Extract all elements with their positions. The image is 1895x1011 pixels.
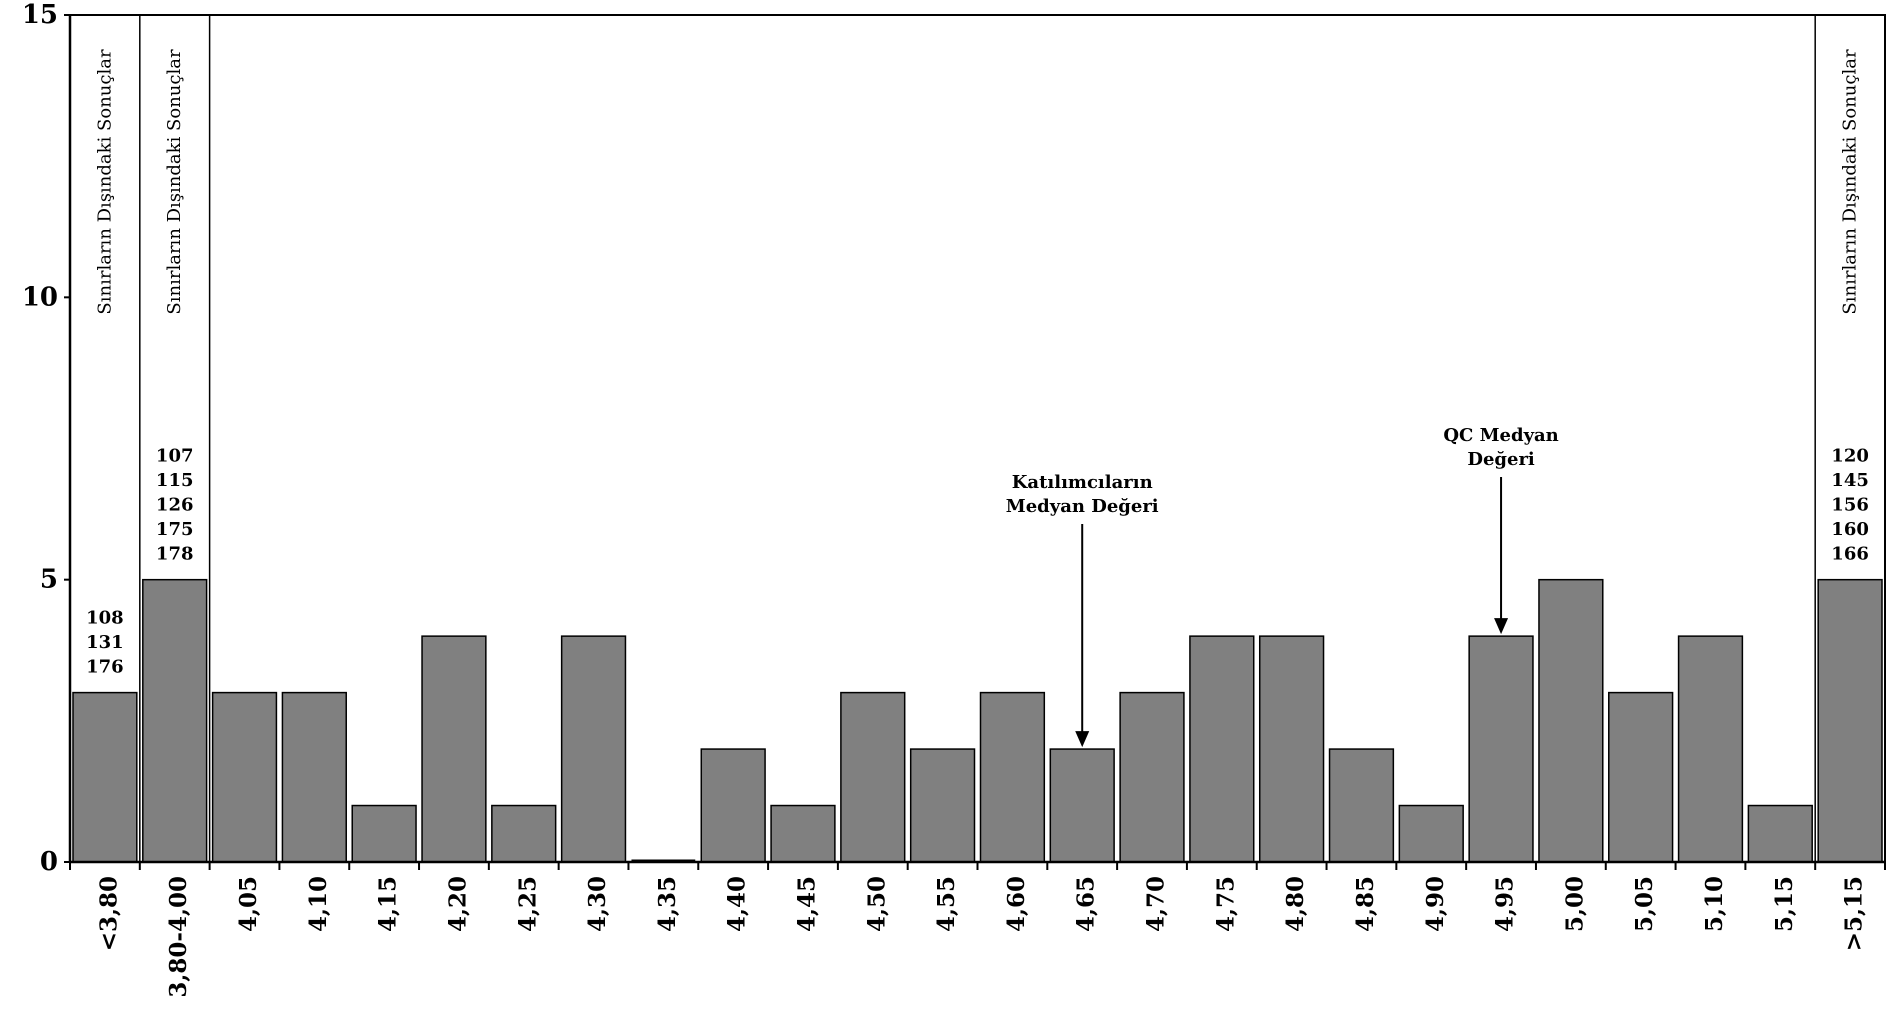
bar: [421, 635, 487, 863]
bar: [1328, 748, 1395, 863]
x-tick-label: 4,80: [1282, 876, 1309, 932]
annotation-text: Medyan Değeri: [1006, 496, 1159, 517]
x-tick-label: <3,80: [95, 876, 122, 951]
outlier-id: 175: [156, 519, 194, 540]
outlier-id: 156: [1831, 495, 1869, 516]
x-tick-label: 4,45: [793, 876, 820, 932]
x-tick-label: 5,10: [1701, 876, 1728, 932]
bar: [840, 691, 906, 863]
outlier-id: 120: [1831, 446, 1869, 467]
x-tick-label: 5,05: [1631, 876, 1658, 932]
x-tick-label: 4,65: [1073, 876, 1100, 932]
outlier-id: 176: [86, 657, 124, 678]
x-tick-label: >5,15: [1841, 876, 1868, 951]
out-of-range-label: Sınırların Dışındaki Sonuçlar: [1840, 49, 1861, 315]
x-tick-label: 4,70: [1143, 876, 1170, 932]
annotation-text: Değeri: [1467, 449, 1535, 470]
x-tick-label: 4,90: [1422, 876, 1449, 932]
bar: [1817, 578, 1883, 863]
outlier-id: 160: [1831, 519, 1869, 540]
x-tick-label: 4,30: [584, 876, 611, 932]
y-tick-label: 15: [22, 0, 58, 30]
bar: [909, 748, 976, 863]
bar: [1119, 691, 1185, 863]
bar: [142, 578, 208, 863]
bar: [1189, 635, 1255, 863]
x-tick-label: 4,60: [1003, 876, 1030, 932]
annotation-arrow-head: [1075, 731, 1090, 748]
bar: [1608, 691, 1674, 863]
bar: [1398, 804, 1464, 863]
x-tick-label: 4,95: [1492, 876, 1519, 932]
x-tick-label: 4,75: [1212, 876, 1239, 932]
outlier-id: 178: [156, 544, 194, 565]
out-of-range-label: Sınırların Dışındaki Sonuçlar: [94, 49, 115, 315]
bar: [491, 804, 557, 863]
x-tick-label: 4,15: [375, 876, 402, 932]
x-tick-label: 4,25: [514, 876, 541, 932]
bar: [1258, 635, 1325, 863]
bar: [72, 691, 138, 863]
annotation-text: Katılımcıların: [1012, 472, 1153, 493]
x-tick-label: 5,15: [1771, 876, 1798, 932]
bar: [211, 691, 278, 863]
x-tick-label: 4,20: [444, 876, 471, 932]
annotation-arrow-head: [1494, 618, 1509, 635]
outlier-id: 131: [86, 632, 124, 653]
x-tick-label: 4,50: [863, 876, 890, 932]
bar: [1538, 578, 1604, 863]
outlier-id: 108: [86, 608, 124, 629]
y-tick-label: 10: [22, 282, 58, 312]
outlier-id: 126: [156, 495, 194, 516]
y-tick-label: 0: [40, 847, 58, 877]
bar: [979, 691, 1046, 863]
bar: [1468, 635, 1534, 863]
outlier-id: 107: [156, 446, 194, 467]
bar: [770, 804, 836, 863]
x-tick-label: 5,00: [1561, 876, 1588, 932]
out-of-range-bands: Sınırların Dışındaki Sonuçlar 108 131 176 Sı…: [86, 15, 1869, 862]
x-tick-label: 4,35: [654, 876, 681, 932]
axes: 0 5 10 15 <3,80 3,80-4,00 4,05 4,10 4,15 4,20 4,25…: [22, 0, 1886, 998]
x-tick-label: 4,05: [235, 876, 262, 932]
outlier-id: 145: [1831, 470, 1869, 491]
bar: [1747, 804, 1813, 863]
x-tick-label: 4,10: [305, 876, 332, 932]
outlier-id: 166: [1831, 544, 1869, 565]
x-tick-label: 3,80-4,00: [165, 876, 192, 998]
annotation-text: QC Medyan: [1443, 425, 1558, 446]
outlier-id: 115: [156, 470, 194, 491]
bar: [560, 635, 627, 863]
bar: [1049, 748, 1115, 863]
bars: [72, 578, 1883, 863]
x-tick-label: 4,55: [933, 876, 960, 932]
y-tick-label: 5: [40, 565, 58, 595]
bar: [700, 748, 766, 863]
bar: [351, 804, 417, 863]
x-tick-label: 4,85: [1352, 876, 1379, 932]
bar: [281, 691, 347, 863]
bar: [1677, 635, 1744, 863]
annotations: Katılımcıların Medyan Değeri QC Medyan Değe…: [1006, 425, 1559, 748]
out-of-range-label: Sınırların Dışındaki Sonuçlar: [164, 49, 185, 315]
x-tick-label: 4,40: [724, 876, 751, 932]
